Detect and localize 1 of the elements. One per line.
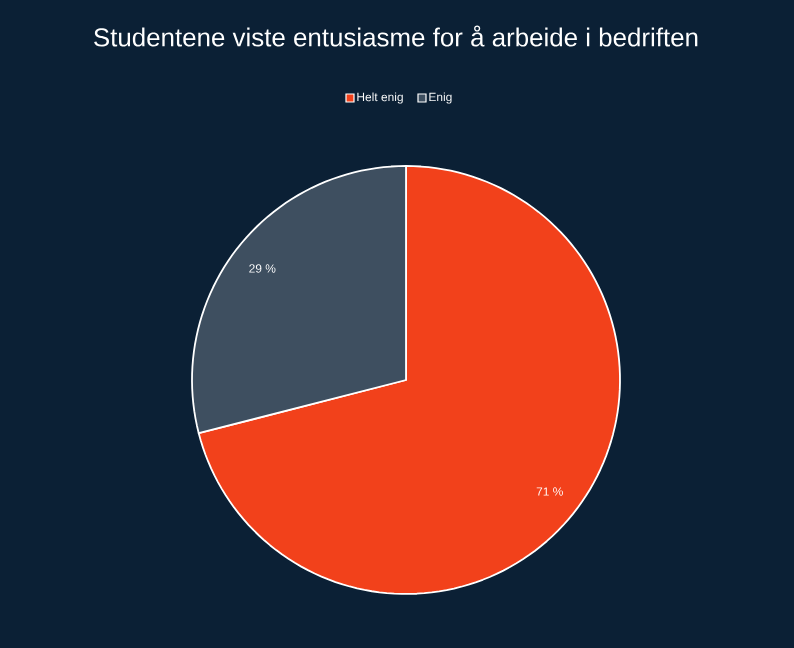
chart-title: Studentene viste entusiasme for å arbeide i bedriften [94,25,698,47]
